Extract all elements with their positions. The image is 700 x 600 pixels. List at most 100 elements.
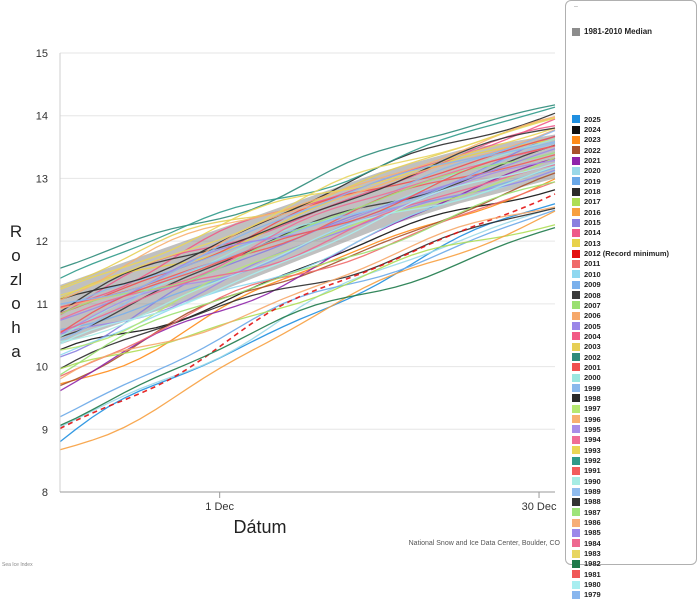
legend-label: 2008	[584, 290, 601, 300]
legend-swatch	[572, 590, 580, 599]
legend-item-2007[interactable]: 2007	[572, 300, 669, 310]
legend-item-2004[interactable]: 2004	[572, 331, 669, 341]
legend-item-1994[interactable]: 1994	[572, 435, 669, 445]
legend-label: 2010	[584, 269, 601, 279]
series-line-2017	[59, 224, 556, 370]
legend-item-1989[interactable]: 1989	[572, 486, 669, 496]
legend-label: 1985	[584, 528, 601, 538]
legend-item-1991[interactable]: 1991	[572, 466, 669, 476]
legend-item-2000[interactable]: 2000	[572, 373, 669, 383]
legend-swatch	[572, 187, 580, 196]
legend-item-1993[interactable]: 1993	[572, 445, 669, 455]
legend-label: 2002	[584, 352, 601, 362]
legend-swatch	[572, 580, 580, 589]
legend-label: 1990	[584, 476, 601, 486]
legend-item-1997[interactable]: 1997	[572, 404, 669, 414]
legend-swatch	[572, 518, 580, 527]
legend-label: 1993	[584, 445, 601, 455]
legend-item-1980[interactable]: 1980	[572, 579, 669, 589]
legend-item-2005[interactable]: 2005	[572, 321, 669, 331]
legend-item-1998[interactable]: 1998	[572, 393, 669, 403]
legend-swatch	[572, 239, 580, 248]
legend-item-2001[interactable]: 2001	[572, 362, 669, 372]
legend-swatch	[572, 456, 580, 465]
legend-item-1992[interactable]: 1992	[572, 455, 669, 465]
legend-item-1995[interactable]: 1995	[572, 424, 669, 434]
legend-item-1985[interactable]: 1985	[572, 528, 669, 538]
legend-item-1999[interactable]: 1999	[572, 383, 669, 393]
legend-item-2002[interactable]: 2002	[572, 352, 669, 362]
legend-item-2006[interactable]: 2006	[572, 311, 669, 321]
y-tick-label: 15	[36, 48, 48, 60]
legend-item-1988[interactable]: 1988	[572, 497, 669, 507]
legend-item-2018[interactable]: 2018	[572, 186, 669, 196]
legend-swatch	[572, 249, 580, 258]
legend-item-2017[interactable]: 2017	[572, 197, 669, 207]
legend-item-2013[interactable]: 2013	[572, 238, 669, 248]
legend-label: 1983	[584, 549, 601, 559]
legend-swatch	[572, 425, 580, 434]
y-tick-label: 10	[36, 362, 48, 374]
legend-item-2025[interactable]: 2025	[572, 114, 669, 124]
legend-swatch	[572, 270, 580, 279]
series-line-2016	[59, 210, 556, 451]
legend-item-2010[interactable]: 2010	[572, 269, 669, 279]
legend-label: 1987	[584, 507, 601, 517]
legend-item-median[interactable]: 1981-2010 Median	[572, 27, 652, 36]
legend-item-2012[interactable]: 2012 (Record minimum)	[572, 248, 669, 258]
legend-item-2022[interactable]: 2022	[572, 145, 669, 155]
series-line-2002	[59, 104, 556, 269]
legend-label: 2016	[584, 207, 601, 217]
legend-item-1979[interactable]: 1979	[572, 590, 669, 600]
series-line-2023	[59, 178, 556, 385]
legend-swatch	[572, 156, 580, 165]
legend-item-2020[interactable]: 2020	[572, 166, 669, 176]
legend-item-2019[interactable]: 2019	[572, 176, 669, 186]
legend-item-1983[interactable]: 1983	[572, 548, 669, 558]
legend-item-2015[interactable]: 2015	[572, 217, 669, 227]
series-line-2011	[59, 181, 556, 377]
legend-label: 2009	[584, 280, 601, 290]
legend-item-2014[interactable]: 2014	[572, 228, 669, 238]
legend-item-2024[interactable]: 2024	[572, 124, 669, 134]
y-tick-label: 9	[42, 424, 48, 436]
legend-panel: – 1981-2010 Median 2025 2024 2023 2022 2021 2…	[565, 0, 697, 599]
legend-swatch	[572, 27, 580, 36]
legend-label: 1980	[584, 580, 601, 590]
legend-label: 1988	[584, 497, 601, 507]
legend-swatch	[572, 301, 580, 310]
legend-item-2021[interactable]: 2021	[572, 155, 669, 165]
legend-item-2023[interactable]: 2023	[572, 135, 669, 145]
legend-swatch	[572, 373, 580, 382]
legend-swatch	[572, 559, 580, 568]
legend-swatch	[572, 570, 580, 579]
legend-label: 2023	[584, 135, 601, 145]
legend-item-1990[interactable]: 1990	[572, 476, 669, 486]
legend-item-1986[interactable]: 1986	[572, 517, 669, 527]
legend-swatch	[572, 363, 580, 372]
legend-label: 2005	[584, 321, 601, 331]
legend-label: 1984	[584, 538, 601, 548]
legend-item-2016[interactable]: 2016	[572, 207, 669, 217]
legend-label: 1997	[584, 404, 601, 414]
legend-label: 1982	[584, 559, 601, 569]
legend-item-1982[interactable]: 1982	[572, 559, 669, 569]
legend-item-2009[interactable]: 2009	[572, 280, 669, 290]
legend-item-1981[interactable]: 1981	[572, 569, 669, 579]
series-line-1984	[59, 163, 556, 333]
legend-swatch	[572, 322, 580, 331]
legend-label: 2011	[584, 259, 601, 269]
legend-label: 1981-2010 Median	[584, 27, 653, 36]
x-tick-label: 30 Dec	[522, 501, 557, 513]
legend-item-2003[interactable]: 2003	[572, 342, 669, 352]
legend-swatch	[572, 146, 580, 155]
legend-item-1984[interactable]: 1984	[572, 538, 669, 548]
legend-item-2008[interactable]: 2008	[572, 290, 669, 300]
legend-swatch	[572, 115, 580, 124]
series-line-1989	[59, 142, 556, 341]
legend-item-1996[interactable]: 1996	[572, 414, 669, 424]
legend-item-1987[interactable]: 1987	[572, 507, 669, 517]
legend-item-2011[interactable]: 2011	[572, 259, 669, 269]
y-tick-label: 8	[42, 487, 48, 499]
legend-swatch	[572, 218, 580, 227]
